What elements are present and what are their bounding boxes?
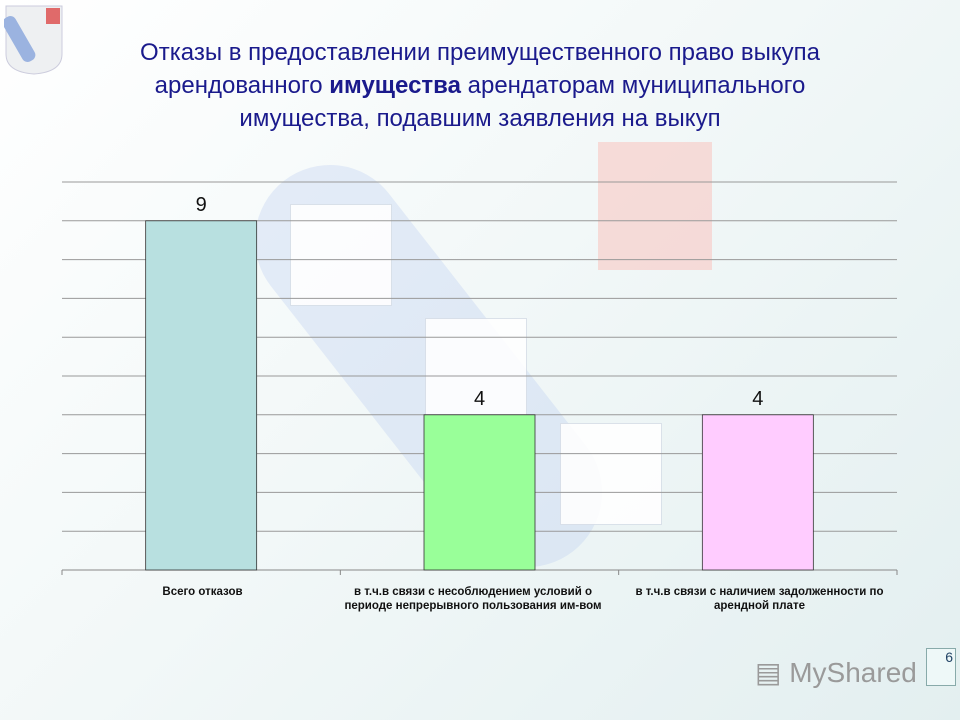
x-tick-label: в т.ч.в связи с несоблюдением условий о … [344, 586, 602, 612]
perm-coat-of-arms-watermark [598, 142, 712, 270]
myshared-watermark-logo: ▤ MyShared [755, 657, 917, 688]
bar [701, 414, 814, 571]
bar [145, 220, 258, 571]
page-number: 6 [926, 648, 956, 686]
title-text: Отказы в предоставлении преимущественног… [140, 39, 820, 99]
data-label: 4 [752, 388, 763, 410]
x-tick-label: в т.ч.в связи с наличием задолженности п… [635, 586, 884, 612]
coat-of-arms-logo [2, 4, 64, 76]
bar [423, 414, 536, 571]
data-label: 9 [196, 194, 207, 216]
decorative-cube [560, 423, 662, 525]
data-label: 4 [474, 388, 485, 410]
slide-title: Отказы в предоставлении преимущественног… [90, 36, 870, 135]
title-bold-text: имущества [329, 72, 461, 99]
title-text: арендаторам муниципального имущества, по… [239, 72, 806, 132]
x-tick-label: Всего отказов [162, 586, 243, 598]
